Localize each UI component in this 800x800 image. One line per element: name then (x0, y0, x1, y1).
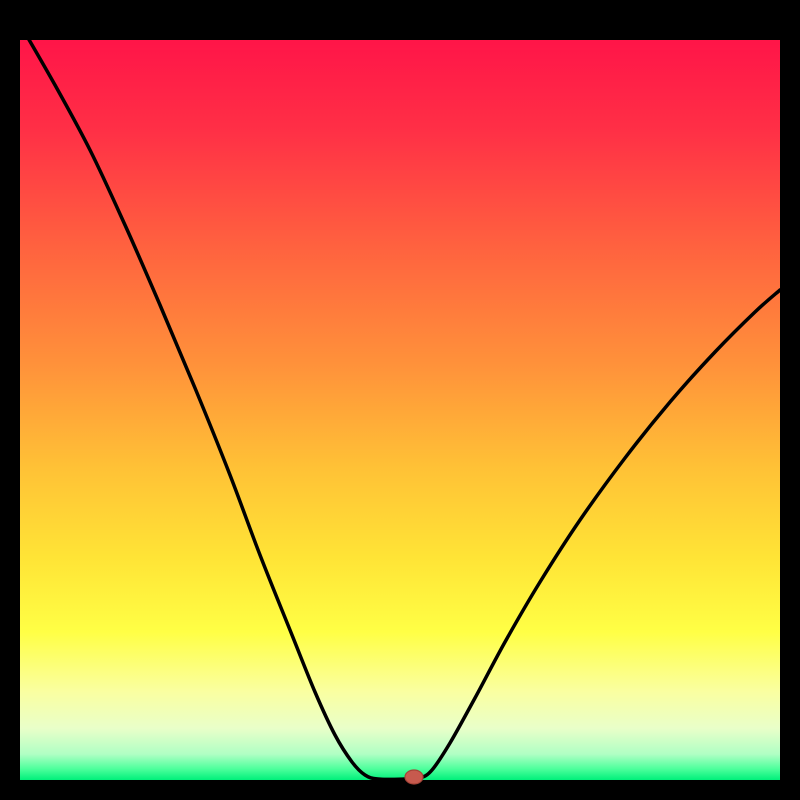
optimal-point-marker (405, 770, 423, 784)
gradient-background (20, 40, 780, 780)
bottleneck-chart (0, 0, 800, 800)
chart-container: TheBottleneck.com (0, 0, 800, 800)
